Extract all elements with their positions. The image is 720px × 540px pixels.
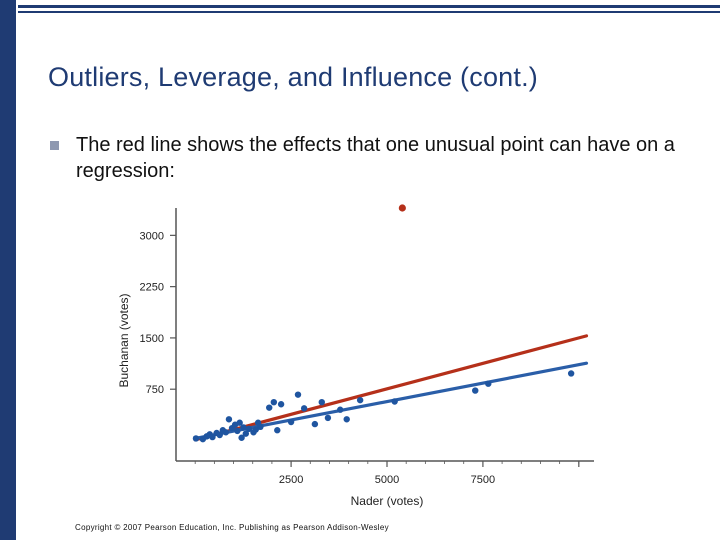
data-point <box>225 416 233 423</box>
data-point <box>300 405 308 412</box>
data-point <box>236 419 243 426</box>
data-point <box>472 387 479 394</box>
data-point <box>240 424 247 431</box>
x-tick-label: 2500 <box>279 474 303 486</box>
data-point <box>356 396 364 404</box>
data-point <box>238 434 245 441</box>
data-point <box>245 425 253 433</box>
x-axis-label: Nader (votes) <box>351 494 424 508</box>
data-point <box>274 427 281 434</box>
data-point <box>324 414 332 422</box>
data-point <box>336 406 344 413</box>
data-point <box>266 404 273 411</box>
x-tick-label: 5000 <box>375 474 399 486</box>
data-point <box>391 398 398 405</box>
data-point <box>277 401 285 408</box>
data-point <box>242 430 250 437</box>
x-tick-label: 7500 <box>471 474 495 486</box>
bullet-text: The red line shows the effects that one … <box>76 134 675 182</box>
y-axis-label: Buchanan (votes) <box>117 293 131 387</box>
data-point <box>318 398 325 406</box>
data-point <box>567 370 575 377</box>
data-point <box>216 431 223 439</box>
y-tick-label: 750 <box>146 384 164 396</box>
left-accent-bar <box>0 0 16 540</box>
data-point <box>311 420 319 428</box>
data-point <box>294 391 302 398</box>
square-bullet-icon <box>50 141 59 150</box>
data-point <box>192 435 200 442</box>
data-point <box>343 416 350 423</box>
y-tick-label: 1500 <box>140 333 164 345</box>
data-point <box>485 380 492 387</box>
slide-title: Outliers, Leverage, and Influence (cont.… <box>48 62 538 92</box>
copyright-notice: Copyright © 2007 Pearson Education, Inc.… <box>75 523 389 532</box>
y-tick-label: 3000 <box>140 230 164 242</box>
top-rule-thin <box>18 11 720 13</box>
red-regression-line <box>193 334 589 442</box>
data-point <box>222 429 230 436</box>
y-tick-label: 2250 <box>140 282 164 294</box>
data-point <box>252 426 259 433</box>
data-point <box>287 418 295 426</box>
data-point <box>270 398 278 406</box>
outlier-point <box>398 204 406 212</box>
top-rule-thick <box>18 5 720 8</box>
data-point <box>209 433 216 441</box>
data-point <box>234 427 241 435</box>
data-point <box>257 423 264 431</box>
